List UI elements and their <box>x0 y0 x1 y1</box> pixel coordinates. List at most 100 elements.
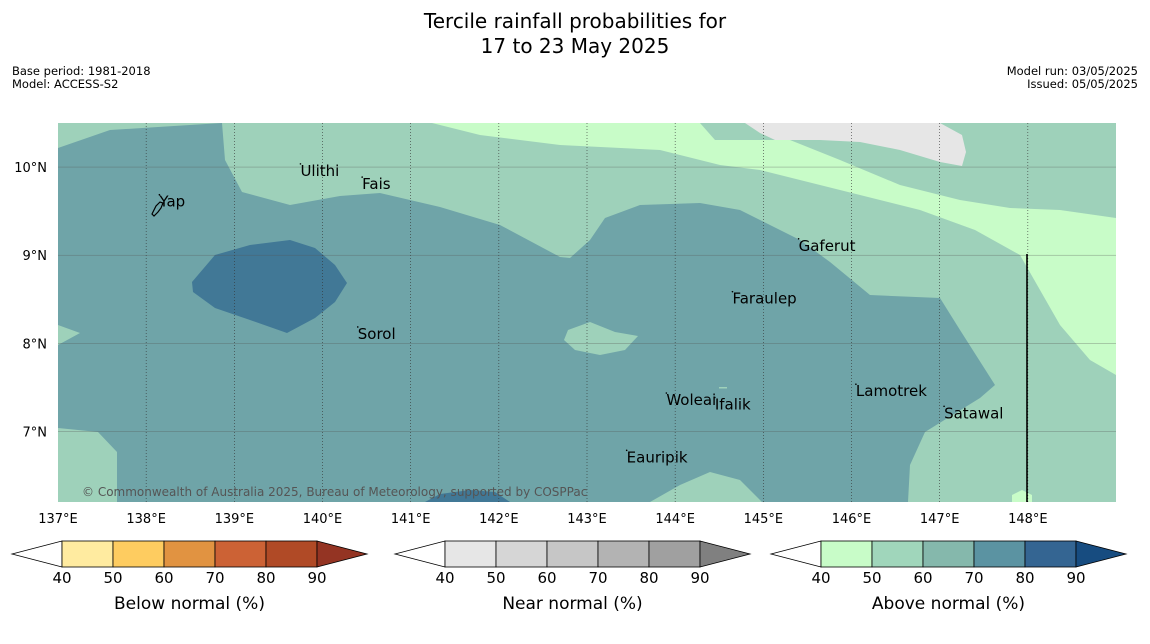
place-label: Sorol <box>358 325 396 343</box>
colorbar-min-arrow <box>769 540 822 568</box>
island-dot <box>714 396 716 399</box>
colorbar-tick-label: 60 <box>154 569 173 587</box>
lat-tick-label: 9°N <box>23 249 48 264</box>
island-dot <box>797 238 800 240</box>
colorbar-label-near: Near normal (%) <box>502 594 643 614</box>
lat-tick-label: 7°N <box>23 425 48 440</box>
region-above-70-south <box>425 490 510 502</box>
colorbar-segment <box>495 540 548 568</box>
colorbar-max-arrow <box>1075 540 1128 568</box>
colorbar: 40 50 60 70 80 90 <box>393 540 752 587</box>
lon-tick-label: 142°E <box>479 512 519 527</box>
region-near-normal <box>745 123 966 166</box>
lon-tick-label: 143°E <box>567 512 607 527</box>
colorbar-segment <box>444 540 497 568</box>
model-run: Model run: 03/05/2025 <box>1006 64 1138 78</box>
island-dot <box>361 176 363 178</box>
lon-tick-label: 141°E <box>391 512 431 527</box>
region-above-70 <box>192 240 347 333</box>
colorbar-legends: 40 50 60 70 80 90 40 50 60 70 80 90 40 50 60 70 80 90 <box>10 540 1128 587</box>
colorbar-tick-label: 90 <box>1066 569 1085 587</box>
colorbar: 40 50 60 70 80 90 <box>10 540 369 587</box>
place-label: Satawal <box>944 404 1003 422</box>
base-period: Base period: 1981-2018 <box>12 64 151 78</box>
colorbar-tick-label: 50 <box>862 569 881 587</box>
colorbar-tick-label: 50 <box>486 569 505 587</box>
island-dot <box>665 392 668 394</box>
colorbar-label-above: Above normal (%) <box>871 594 1026 614</box>
colorbar-segment <box>265 540 318 568</box>
colorbar-tick-label: 70 <box>964 569 983 587</box>
title-line-2: 17 to 23 May 2025 <box>480 34 670 58</box>
colorbar-tick-label: 60 <box>537 569 556 587</box>
region-above-40 <box>432 123 1116 375</box>
lon-tick-label: 145°E <box>744 512 784 527</box>
island-dot <box>356 326 359 328</box>
island-dot <box>731 290 734 293</box>
place-label: Woleai <box>666 391 716 409</box>
colorbar-tick-label: 90 <box>307 569 326 587</box>
place-label: Gaferut <box>799 237 856 255</box>
colorbar-tick-label: 60 <box>913 569 932 587</box>
island-dot <box>943 405 945 408</box>
colorbar-tick-label: 70 <box>588 569 607 587</box>
colorbar-tick-label: 50 <box>103 569 122 587</box>
colorbar-segment <box>820 540 873 568</box>
copyright-note: © Commonwealth of Australia 2025, Bureau… <box>82 485 587 499</box>
place-label: Ulithi <box>300 162 339 180</box>
colorbar-segment <box>61 540 114 568</box>
colorbar-segment <box>1024 540 1077 568</box>
region-above-50-patch <box>564 322 638 355</box>
lon-tick-label: 147°E <box>920 512 960 527</box>
island-dot <box>625 449 628 452</box>
lon-tick-label: 140°E <box>303 512 343 527</box>
map-title: Tercile rainfall probabilities for 17 to… <box>0 9 1150 59</box>
colorbar-segment <box>546 540 599 568</box>
colorbar-segment <box>871 540 924 568</box>
island-dot <box>299 163 302 165</box>
lon-tick-label: 148°E <box>1008 512 1048 527</box>
colorbar-min-arrow <box>393 540 446 568</box>
colorbar-segment <box>597 540 650 568</box>
place-label: Fais <box>362 175 391 193</box>
place-label: Yap <box>158 193 185 211</box>
colorbar-tick-label: 70 <box>205 569 224 587</box>
title-line-1: Tercile rainfall probabilities for <box>423 9 727 33</box>
lon-tick-label: 146°E <box>832 512 872 527</box>
colorbar: 40 50 60 70 80 90 <box>769 540 1128 587</box>
colorbar-tick-label: 40 <box>811 569 830 587</box>
graticule <box>58 123 1116 502</box>
colorbar-tick-label: 40 <box>52 569 71 587</box>
colorbar-segment <box>112 540 165 568</box>
place-label: Faraulep <box>732 290 796 308</box>
island-speck <box>719 387 727 389</box>
colorbar-segment <box>214 540 267 568</box>
base-info: Base period: 1981-2018 Model: ACCESS-S2 <box>12 65 151 91</box>
island-dot <box>158 193 161 196</box>
model-name: Model: ACCESS-S2 <box>12 77 119 91</box>
lon-tick-label: 139°E <box>215 512 255 527</box>
colorbar-label-below: Below normal (%) <box>114 594 265 614</box>
colorbar-max-arrow <box>316 540 369 568</box>
colorbar-tick-label: 80 <box>256 569 275 587</box>
colorbar-tick-label: 80 <box>639 569 658 587</box>
colorbar-segment <box>973 540 1026 568</box>
colorbar-min-arrow <box>10 540 63 568</box>
lat-tick-label: 10°N <box>14 161 47 176</box>
colorbar-segment <box>163 540 216 568</box>
issued-date: Issued: 05/05/2025 <box>1027 77 1138 91</box>
colorbar-segment <box>648 540 701 568</box>
colorbar-tick-label: 80 <box>1015 569 1034 587</box>
colorbar-tick-label: 90 <box>690 569 709 587</box>
latitude-tick-labels: 10°N 9°N 8°N 7°N <box>14 161 47 440</box>
lon-tick-label: 138°E <box>126 512 166 527</box>
region-above-60 <box>58 123 995 502</box>
longitude-tick-labels: 137°E 138°E 139°E 140°E 141°E 142°E 143°E 144°E… <box>38 512 1047 527</box>
colorbar-segment <box>922 540 975 568</box>
place-label: Eauripik <box>627 448 688 466</box>
place-label: Ifalik <box>715 395 751 413</box>
island-dot <box>855 383 857 386</box>
yap-island <box>151 201 164 217</box>
lat-tick-label: 8°N <box>23 337 48 352</box>
